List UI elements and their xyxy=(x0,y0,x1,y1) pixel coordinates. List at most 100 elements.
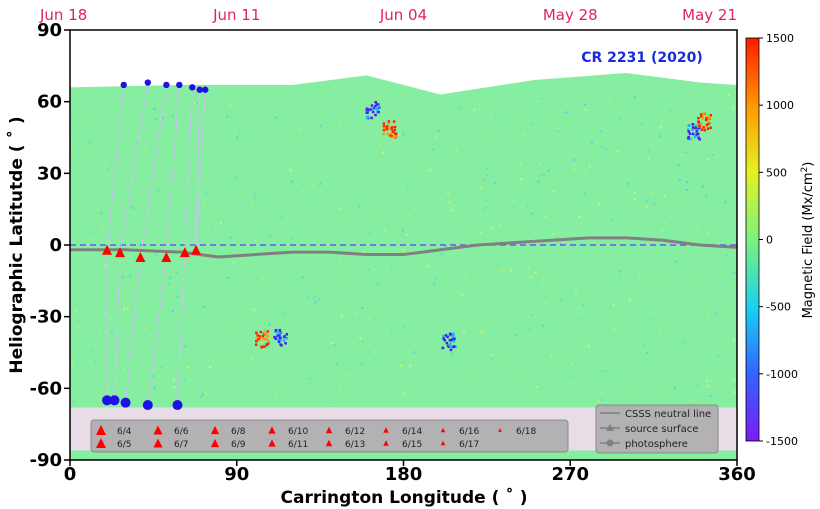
active-region-pixel xyxy=(442,337,445,340)
noise-speck xyxy=(526,205,529,208)
photosphere-marker-south xyxy=(109,395,120,406)
noise-speck xyxy=(340,314,343,317)
colorbar: 1500 1000 500 0 -500 -1000 -1500 Magnetic Fiel… xyxy=(745,32,816,448)
noise-speck xyxy=(338,120,341,123)
noise-speck xyxy=(582,303,585,306)
noise-speck xyxy=(685,151,688,154)
noise-speck xyxy=(709,394,712,397)
noise-speck xyxy=(126,307,129,310)
noise-speck xyxy=(553,190,556,193)
colorbar-gradient xyxy=(745,37,760,442)
active-region-pixel xyxy=(701,113,705,117)
noise-speck xyxy=(655,366,658,369)
noise-speck xyxy=(511,224,514,227)
legend-date-label: 6/11 xyxy=(288,440,308,450)
active-region-pixel xyxy=(703,128,707,132)
noise-speck xyxy=(680,117,683,120)
noise-speck xyxy=(560,298,563,301)
connection-line-north xyxy=(165,84,180,257)
active-region-pixel xyxy=(695,133,699,136)
legend-dates: 6/4 6/5 6/6 6/7 6/8 6/9 6/10 6/11 6/12 6/13 6/14 6/… xyxy=(96,425,536,450)
noise-speck xyxy=(72,400,75,403)
noise-speck xyxy=(457,107,460,110)
legend-date-marker xyxy=(325,426,333,434)
noise-speck xyxy=(360,362,363,365)
noise-speck xyxy=(711,153,714,156)
noise-speck xyxy=(646,352,649,355)
noise-speck xyxy=(132,207,135,210)
active-region-pixel xyxy=(698,125,701,128)
noise-speck xyxy=(183,378,186,381)
active-region-pixel xyxy=(262,345,266,348)
noise-speck xyxy=(391,344,394,347)
noise-speck xyxy=(696,279,699,282)
noise-speck xyxy=(203,203,206,206)
noise-speck xyxy=(577,307,580,310)
noise-speck xyxy=(160,366,163,369)
source-surface-marker xyxy=(161,251,172,262)
noise-speck xyxy=(660,120,663,123)
noise-speck xyxy=(531,212,534,215)
noise-speck xyxy=(226,115,229,118)
noise-speck xyxy=(408,398,411,401)
noise-speck xyxy=(628,298,631,301)
noise-speck xyxy=(229,236,232,239)
noise-speck xyxy=(168,282,171,285)
noise-speck xyxy=(732,271,735,274)
noise-speck xyxy=(461,293,464,296)
active-region-pixel xyxy=(390,126,394,129)
noise-speck xyxy=(676,385,679,388)
colorbar-tick-label: -1000 xyxy=(766,368,798,381)
active-region-pixel xyxy=(263,337,267,341)
noise-speck xyxy=(274,393,277,396)
colorbar-title: Magnetic Field (Mx/cm2) xyxy=(800,162,816,319)
noise-speck xyxy=(462,161,465,164)
noise-speck xyxy=(121,321,124,324)
noise-speck xyxy=(94,360,97,363)
noise-speck xyxy=(109,317,112,320)
active-region-pixel xyxy=(705,123,709,126)
legend-date-marker xyxy=(325,439,333,447)
noise-speck xyxy=(580,272,583,275)
legend-date-label: 6/16 xyxy=(459,427,479,437)
noise-speck xyxy=(616,150,619,153)
active-region-pixel xyxy=(453,345,456,348)
connection-line-north xyxy=(106,84,125,250)
noise-speck xyxy=(280,216,283,219)
noise-speck xyxy=(74,334,77,337)
noise-speck xyxy=(433,282,436,285)
noise-speck xyxy=(402,392,405,395)
noise-speck xyxy=(490,226,493,229)
noise-speck xyxy=(252,308,255,311)
noise-speck xyxy=(378,144,381,147)
noise-speck xyxy=(427,265,430,268)
noise-speck xyxy=(374,218,377,221)
y-tick-label: 60 xyxy=(37,92,62,113)
noise-speck xyxy=(448,178,451,181)
noise-speck xyxy=(100,212,103,215)
legend-date-marker xyxy=(268,426,276,434)
noise-speck xyxy=(682,340,685,343)
active-region-pixel xyxy=(385,126,389,129)
noise-speck xyxy=(464,276,467,279)
noise-speck xyxy=(673,386,676,389)
noise-speck xyxy=(413,207,416,210)
noise-speck xyxy=(641,123,644,126)
noise-speck xyxy=(253,192,256,195)
noise-speck xyxy=(697,384,700,387)
noise-speck xyxy=(415,283,418,286)
noise-speck xyxy=(345,374,348,377)
noise-speck xyxy=(149,333,152,336)
noise-speck xyxy=(606,370,609,373)
noise-speck xyxy=(92,231,95,234)
noise-speck xyxy=(618,118,621,121)
noise-speck xyxy=(450,209,453,212)
legend-date-marker xyxy=(96,438,106,448)
noise-speck xyxy=(319,182,322,185)
noise-speck xyxy=(358,205,361,208)
noise-speck xyxy=(572,158,575,161)
x-axis-title: Carrington Longitude ( ˚ ) xyxy=(281,486,528,508)
noise-speck xyxy=(701,185,704,188)
noise-speck xyxy=(625,396,628,399)
